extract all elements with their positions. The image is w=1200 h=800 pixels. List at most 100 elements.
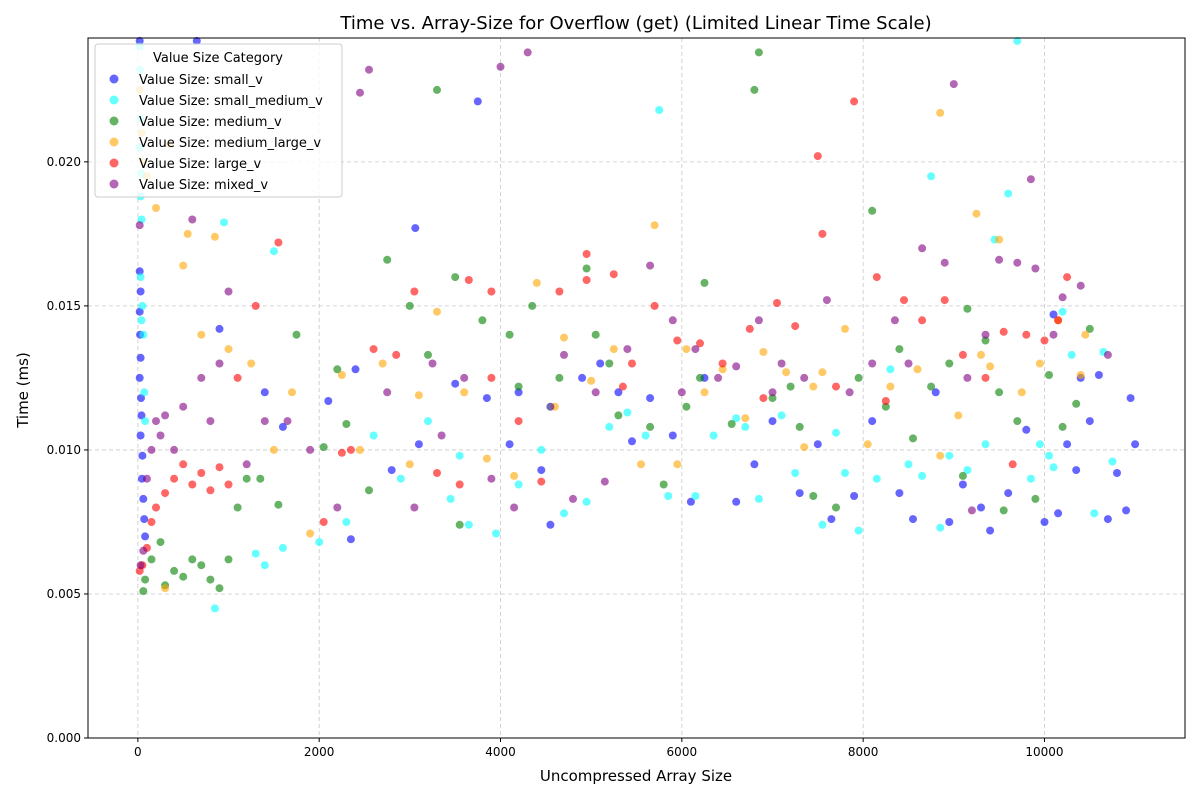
data-point <box>188 555 197 564</box>
data-point <box>972 209 981 218</box>
data-point <box>981 373 990 382</box>
data-point <box>609 345 618 354</box>
data-point <box>940 258 949 267</box>
data-point <box>1103 350 1112 359</box>
data-point <box>686 497 695 506</box>
data-point <box>1035 440 1044 449</box>
data-point <box>963 373 972 382</box>
data-point <box>895 345 904 354</box>
data-point <box>170 445 179 454</box>
data-point <box>410 503 419 512</box>
data-point <box>306 445 315 454</box>
data-point <box>292 330 301 339</box>
legend-label: Value Size: small_v <box>139 73 263 88</box>
x-tick-label: 4000 <box>485 745 516 759</box>
data-point <box>918 244 927 253</box>
data-point <box>188 215 197 224</box>
data-point <box>428 359 437 368</box>
data-point <box>147 555 156 564</box>
data-point <box>1108 457 1117 466</box>
data-point <box>1040 518 1049 526</box>
data-point <box>900 296 908 305</box>
data-point <box>1085 417 1094 426</box>
data-point <box>709 431 718 440</box>
data-point <box>1022 330 1031 339</box>
data-point <box>537 466 546 475</box>
data-point <box>868 359 877 368</box>
data-point <box>1008 460 1017 469</box>
legend-label: Value Size: mixed_v <box>139 178 268 193</box>
data-point <box>1113 469 1121 477</box>
data-point <box>210 604 219 613</box>
data-point <box>319 518 328 526</box>
data-point <box>777 411 786 420</box>
data-point <box>283 417 292 426</box>
data-point <box>1045 451 1053 460</box>
data-point <box>135 373 144 382</box>
data-point <box>383 255 392 264</box>
data-point <box>179 261 188 270</box>
data-point <box>197 373 206 382</box>
data-point <box>954 411 963 420</box>
data-point <box>487 287 496 296</box>
data-point <box>424 350 432 359</box>
data-point <box>609 270 618 279</box>
data-point <box>1081 330 1090 339</box>
data-point <box>387 466 396 475</box>
data-point <box>224 287 233 296</box>
data-point <box>641 431 650 440</box>
data-point <box>233 503 242 512</box>
data-point <box>886 365 895 374</box>
data-point <box>732 362 741 371</box>
data-point <box>505 440 514 449</box>
data-point <box>492 529 500 538</box>
data-point <box>1049 330 1058 339</box>
data-point <box>582 497 591 506</box>
data-point <box>791 322 800 331</box>
data-point <box>569 494 577 503</box>
data-point <box>718 365 727 374</box>
data-point <box>206 417 215 426</box>
data-point <box>668 431 677 440</box>
data-point <box>140 515 149 524</box>
data-point <box>156 538 165 547</box>
data-point <box>342 420 351 428</box>
data-point <box>664 492 673 500</box>
data-point <box>646 394 655 403</box>
data-point <box>260 561 269 570</box>
data-point <box>139 546 148 555</box>
data-point <box>319 443 328 452</box>
data-point <box>1049 310 1058 319</box>
data-point <box>137 411 146 420</box>
data-point <box>591 388 600 397</box>
data-point <box>224 345 233 354</box>
data-point <box>759 394 768 403</box>
data-point <box>152 503 160 512</box>
data-point <box>732 497 741 506</box>
data-point <box>487 474 496 483</box>
legend-marker <box>109 158 119 168</box>
data-point <box>1085 324 1094 333</box>
data-point <box>337 448 346 457</box>
data-point <box>745 324 754 333</box>
data-point <box>872 474 881 483</box>
data-point <box>505 330 514 339</box>
data-point <box>832 503 840 512</box>
data-point <box>981 440 990 449</box>
data-point <box>1013 36 1022 45</box>
data-point <box>986 526 995 535</box>
data-point <box>141 575 150 584</box>
data-point <box>183 229 192 238</box>
data-point <box>274 238 283 247</box>
legend-box <box>94 43 343 198</box>
data-point <box>147 518 156 526</box>
data-point <box>414 391 423 400</box>
data-point <box>995 255 1004 264</box>
data-point <box>659 480 668 489</box>
data-point <box>981 330 990 339</box>
data-point <box>139 330 148 339</box>
data-point <box>315 538 324 547</box>
y-axis-ticks: 0.000 0.005 0.010 0.015 0.020 <box>47 155 88 745</box>
legend-items: Value Size: small_v Value Size: small_med… <box>109 73 323 193</box>
data-point <box>455 480 464 489</box>
